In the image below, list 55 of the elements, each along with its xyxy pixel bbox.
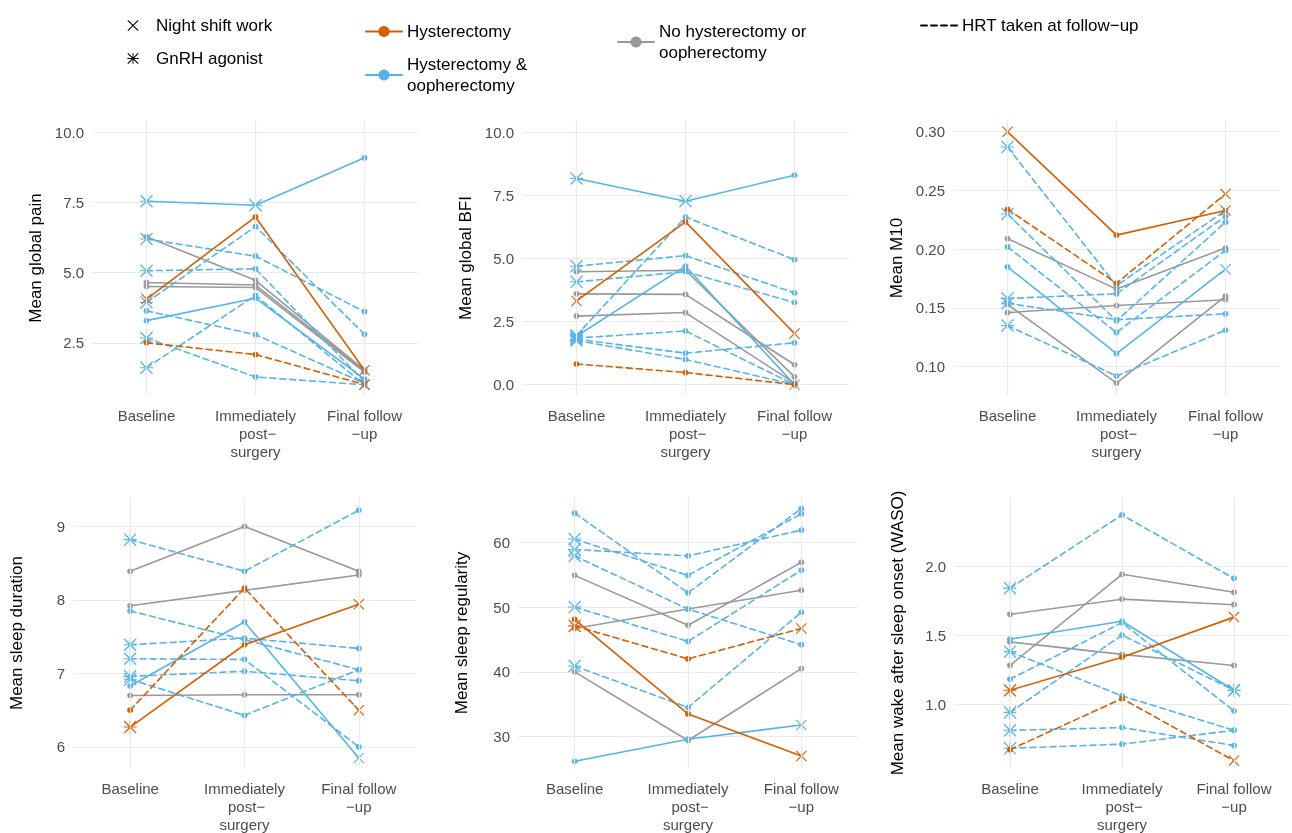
x-tick-label: Immediately post−surgery: [645, 406, 727, 460]
y-tick-label: 6: [56, 738, 65, 756]
y-tick-label: 0.10: [915, 358, 945, 376]
y-tick-label: 7.5: [493, 187, 514, 205]
legend-label: GnRH agonist: [156, 49, 264, 68]
y-axis-title: Mean global BFI: [455, 196, 475, 320]
x-tick-label: Final follow−up: [321, 779, 397, 815]
y-tick-label: 8: [56, 591, 65, 609]
x-tick-label: Baseline: [101, 779, 159, 797]
y-tick-label: 60: [493, 533, 510, 551]
y-tick-label: 30: [493, 728, 510, 746]
x-tick-label: Immediately post−surgery: [215, 406, 297, 460]
legend-label: Night shift work: [156, 16, 273, 35]
y-tick-label: 9: [56, 517, 65, 535]
x-tick-label: Immediately post−surgery: [647, 779, 729, 833]
y-tick-label: 1.5: [925, 626, 946, 644]
y-tick-label: 2.0: [925, 557, 946, 575]
y-tick-label: 10.0: [484, 124, 514, 142]
x-tick-label: Final follow−up: [1187, 406, 1264, 442]
y-tick-label: 5.0: [493, 250, 514, 268]
legend-label: Hysterectomy: [407, 22, 512, 41]
y-tick-label: 7.5: [63, 194, 84, 212]
x-tick-label: Baseline: [545, 779, 604, 797]
y-tick-label: 2.5: [63, 334, 84, 352]
y-axis-title: Mean wake after sleep onset (WASO): [888, 490, 907, 776]
y-axis-title: Mean M10: [886, 217, 906, 299]
y-tick-label: 7: [56, 664, 65, 682]
y-axis-title: Mean global pain: [26, 193, 45, 323]
y-axis-title: Mean sleep regularity: [452, 551, 471, 715]
legend-label: HRT taken at follow−up: [962, 16, 1139, 35]
x-tick-label: Baseline: [978, 406, 1037, 424]
x-tick-label: Baseline: [547, 406, 606, 424]
x-tick-label: Final follow−up: [756, 406, 833, 442]
y-tick-label: 1.0: [925, 695, 946, 713]
x-tick-label: Final follow−up: [763, 779, 840, 815]
y-tick-label: 40: [493, 663, 510, 681]
y-tick-label: 0.30: [915, 123, 945, 141]
y-tick-label: 0.25: [915, 181, 945, 199]
x-tick-label: Immediately post−surgery: [1081, 779, 1163, 833]
x-tick-label: Final follow−up: [1196, 779, 1272, 815]
x-tick-label: Immediately post−surgery: [204, 779, 286, 833]
y-tick-label: 2.5: [493, 313, 514, 331]
y-tick-label: 0.20: [915, 240, 945, 258]
x-tick-label: Immediately post−surgery: [1076, 406, 1158, 460]
x-tick-label: Final follow−up: [326, 406, 403, 442]
y-tick-label: 10.0: [54, 124, 84, 142]
y-tick-label: 0.15: [915, 299, 945, 317]
legend-label: Hysterectomy & oopherectomy: [407, 55, 532, 95]
x-tick-label: Baseline: [117, 406, 176, 424]
y-tick-label: 5.0: [63, 264, 84, 282]
y-axis-title: Mean sleep duration: [7, 555, 26, 711]
x-tick-label: Baseline: [981, 779, 1039, 797]
legend-label: No hysterectomy or oopherectomy: [659, 22, 812, 62]
y-tick-label: 50: [493, 598, 510, 616]
y-tick-label: 0.0: [493, 376, 514, 394]
